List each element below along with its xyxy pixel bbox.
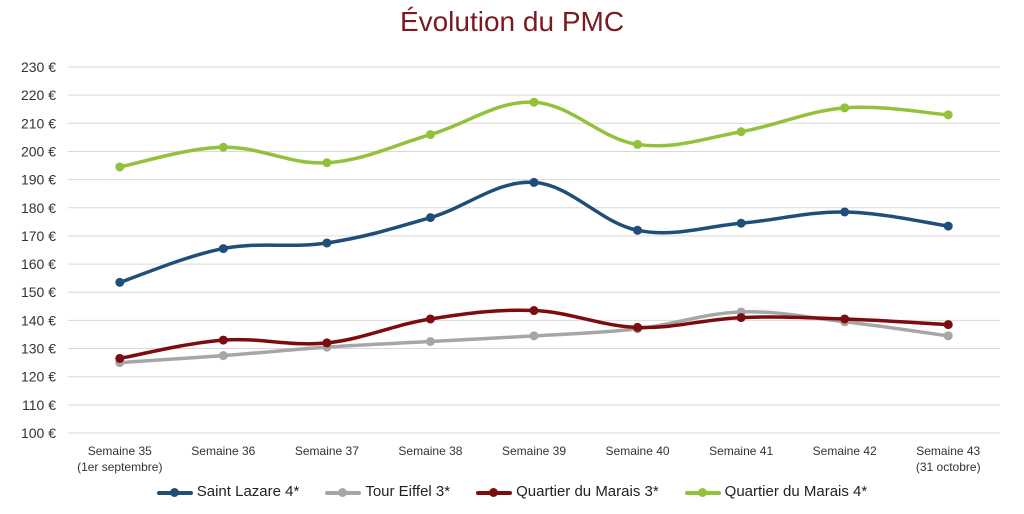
data-point — [115, 162, 125, 172]
y-tick-label: 170 € — [21, 228, 56, 244]
data-point — [115, 277, 125, 287]
data-point — [322, 158, 332, 168]
data-point — [529, 177, 539, 187]
y-tick-label: 150 € — [21, 284, 56, 300]
line-chart: 100 € 110 € 120 € 130 € 140 € 150 € 160 € 170 €… — [21, 59, 1000, 474]
x-tick-label: Semaine 40 — [606, 444, 670, 458]
series-line-0 — [118, 180, 950, 285]
legend-item: Tour Eiffel 3* — [325, 483, 450, 500]
x-tick-label: Semaine 36 — [191, 444, 255, 458]
data-point — [218, 244, 228, 254]
legend-label: Quartier du Marais 4* — [724, 483, 868, 500]
x-tick-label: Semaine 43 — [916, 444, 980, 458]
data-point — [633, 139, 643, 149]
data-point — [322, 338, 332, 348]
data-point — [840, 207, 850, 217]
y-tick-label: 220 € — [21, 87, 56, 103]
data-point — [943, 320, 953, 330]
chart-legend: Saint Lazare 4* Tour Eiffel 3* Quartier du… — [0, 483, 1024, 500]
chart-title: Évolution du PMC — [399, 6, 625, 37]
data-point — [943, 331, 953, 341]
y-tick-label: 100 € — [21, 425, 56, 441]
y-tick-label: 140 € — [21, 312, 56, 328]
x-tick-label: Semaine 37 — [295, 444, 359, 458]
y-tick-label: 190 € — [21, 172, 56, 188]
x-tick-label: Semaine 35 — [88, 444, 152, 458]
legend-item: Quartier du Marais 3* — [476, 483, 659, 500]
data-point — [218, 335, 228, 345]
x-tick-sublabel: (31 octobre) — [916, 460, 981, 474]
legend-label: Quartier du Marais 3* — [516, 483, 659, 500]
data-point — [943, 110, 953, 120]
data-point — [425, 130, 435, 140]
legend-swatch — [684, 486, 721, 498]
data-point — [840, 103, 850, 113]
data-point — [425, 314, 435, 324]
x-tick-label: Semaine 39 — [502, 444, 566, 458]
data-point — [736, 313, 746, 323]
y-tick-label: 160 € — [21, 256, 56, 272]
x-tick-label: Semaine 42 — [813, 444, 877, 458]
x-tick-sublabel: (1er septembre) — [77, 460, 162, 474]
y-tick-label: 210 € — [21, 115, 56, 131]
data-point — [529, 306, 539, 316]
legend-label: Saint Lazare 4* — [196, 483, 300, 500]
y-tick-label: 230 € — [21, 59, 56, 75]
data-point — [736, 218, 746, 228]
data-point — [633, 225, 643, 235]
data-point — [736, 127, 746, 137]
legend-swatch — [156, 486, 193, 498]
data-point — [840, 314, 850, 324]
y-tick-label: 180 € — [21, 200, 56, 216]
data-point — [529, 331, 539, 341]
data-point — [425, 213, 435, 223]
legend-swatch — [476, 486, 513, 498]
y-tick-label: 200 € — [21, 143, 56, 159]
legend-label: Tour Eiffel 3* — [365, 483, 451, 500]
legend-swatch — [325, 486, 362, 498]
legend-item: Saint Lazare 4* — [156, 483, 300, 500]
data-point — [943, 221, 953, 231]
legend-item: Quartier du Marais 4* — [684, 483, 868, 500]
x-tick-label: Semaine 41 — [709, 444, 773, 458]
data-point — [425, 337, 435, 346]
data-point — [218, 142, 228, 152]
y-tick-label: 110 € — [22, 397, 56, 413]
data-point — [633, 322, 643, 332]
data-point — [115, 353, 125, 363]
x-tick-label: Semaine 38 — [398, 444, 462, 458]
y-tick-label: 120 € — [21, 369, 56, 385]
y-tick-label: 130 € — [21, 341, 56, 357]
series-line-3 — [118, 100, 950, 169]
data-point — [322, 238, 332, 248]
data-point — [218, 351, 228, 361]
data-point — [529, 97, 539, 107]
